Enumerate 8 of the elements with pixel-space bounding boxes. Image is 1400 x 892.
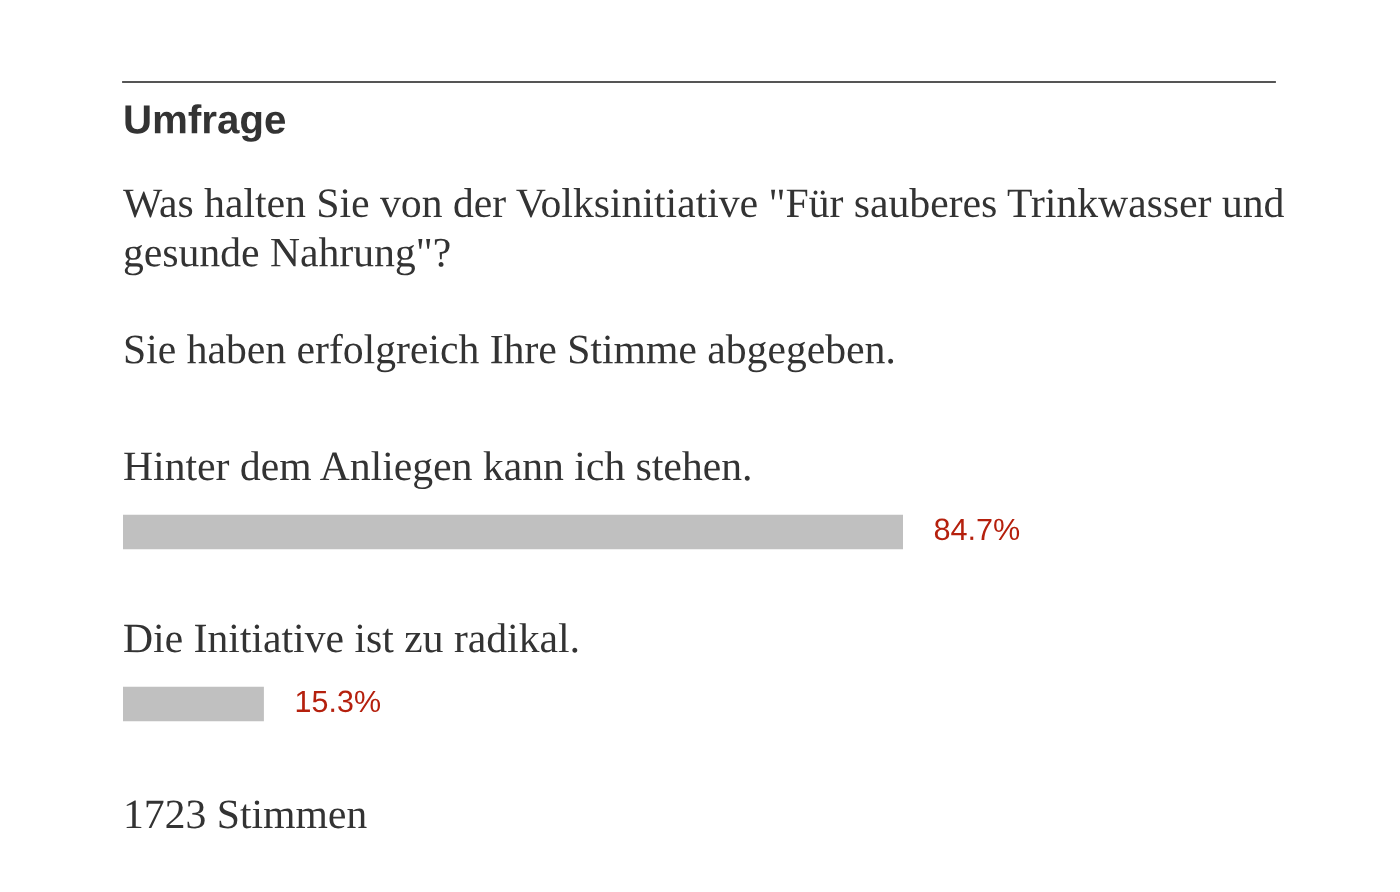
chart-subtitle: Was halten Sie von der Volksinitiative "Für sauberes Trinkwasser und gesunde Nahrung"?: [123, 188, 1284, 276]
y-tick-label: Hinter dem Anliegen kann ich stehen.: [124, 451, 750, 490]
data-label: 84.7%: [934, 518, 1020, 541]
text: 1723 Stimmen: [126, 800, 367, 829]
text: Sie haben erfolgreich Ihre Stimme abgegeben.: [125, 333, 894, 373]
data-label: 15.3%: [296, 690, 380, 713]
y-tick-label: Die Initiative ist zu radikal.: [124, 623, 578, 653]
chart-title: Umfrage: [125, 104, 286, 142]
